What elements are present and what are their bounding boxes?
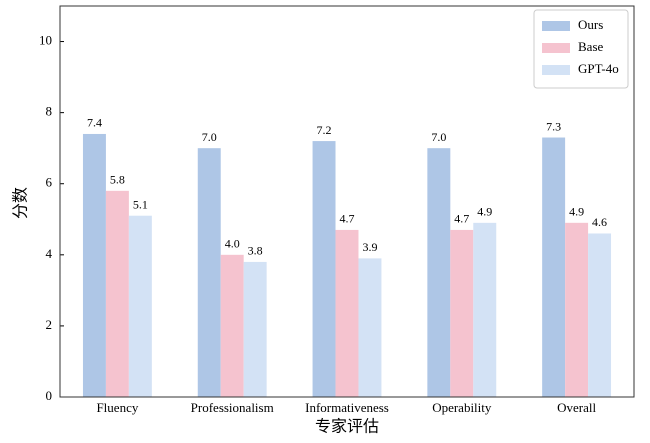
x-axis-label: 专家评估 (315, 418, 379, 436)
legend-label: Ours (578, 17, 603, 32)
y-tick-label: 8 (46, 104, 53, 119)
value-label: 4.6 (592, 215, 607, 229)
value-label: 3.9 (362, 240, 377, 254)
legend-swatch (542, 43, 570, 53)
value-label: 7.2 (317, 123, 332, 137)
value-label: 4.9 (477, 205, 492, 219)
bar (128, 215, 152, 397)
value-label: 7.0 (431, 130, 446, 144)
legend-label: GPT-4o (578, 61, 619, 76)
bar (335, 229, 359, 397)
bar (243, 261, 267, 397)
value-label: 4.9 (569, 205, 584, 219)
bar (450, 229, 474, 397)
value-label: 5.8 (110, 173, 125, 187)
bar (220, 254, 244, 397)
y-axis-label: 分数 (12, 187, 30, 219)
bar (542, 137, 566, 397)
bar (312, 141, 336, 397)
y-tick-label: 10 (39, 33, 52, 48)
value-label: 4.7 (340, 212, 355, 226)
value-label: 7.4 (87, 116, 102, 130)
bar (82, 133, 106, 398)
bar (427, 148, 451, 397)
y-tick-label: 0 (46, 388, 53, 403)
value-label: 4.0 (225, 237, 240, 251)
x-tick-label: Fluency (96, 400, 138, 415)
bar (473, 222, 497, 397)
x-tick-label: Overall (557, 400, 596, 415)
y-tick-label: 4 (46, 246, 53, 261)
legend-swatch (542, 65, 570, 75)
y-tick-label: 6 (46, 175, 53, 190)
value-label: 5.1 (133, 197, 148, 211)
value-label: 7.0 (202, 130, 217, 144)
plot-frame (59, 5, 635, 398)
bar (358, 258, 382, 397)
bar (197, 148, 221, 397)
legend-label: Base (578, 39, 604, 54)
bar (565, 222, 589, 397)
x-tick-label: Professionalism (191, 400, 274, 415)
value-label: 4.7 (454, 212, 469, 226)
bar (588, 233, 612, 397)
x-tick-label: Informativeness (305, 400, 389, 415)
y-tick-label: 2 (46, 317, 53, 332)
value-label: 3.8 (248, 244, 263, 258)
legend-swatch (542, 21, 570, 31)
x-tick-label: Operability (432, 400, 492, 415)
value-label: 7.3 (546, 119, 561, 133)
bar (105, 190, 129, 397)
